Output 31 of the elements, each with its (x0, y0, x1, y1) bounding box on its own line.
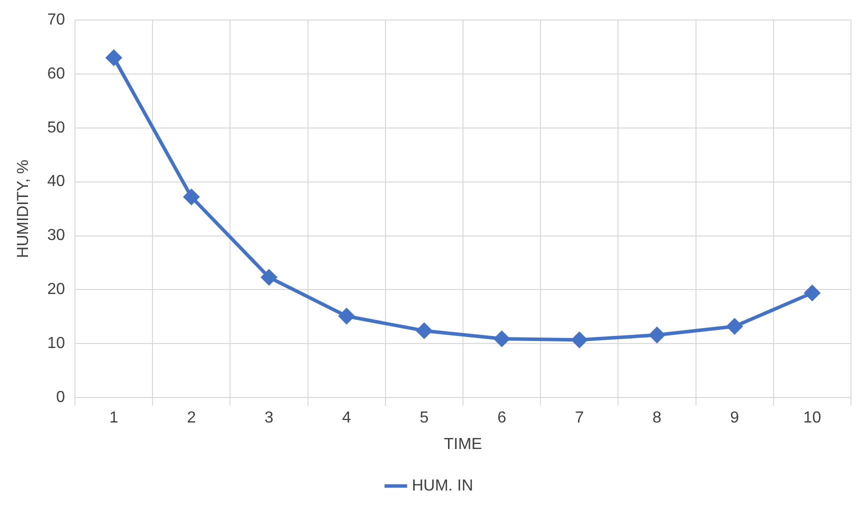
point (726, 318, 742, 334)
y-tick-label: 70 (47, 11, 66, 28)
x-tick-label: 4 (342, 410, 352, 427)
x-tick-label: 2 (186, 410, 196, 427)
y-axis-title: HUMIDITY, % (15, 160, 32, 258)
y-tick-label: 30 (47, 227, 66, 244)
x-axis-title: TIME (444, 436, 482, 453)
point (106, 50, 122, 66)
point (261, 270, 277, 286)
point (416, 322, 432, 338)
point (572, 332, 588, 348)
legend-label: HUM. IN (412, 477, 474, 494)
point (338, 308, 354, 324)
y-tick-label: 20 (47, 281, 66, 298)
x-tick-label: 7 (574, 410, 584, 427)
x-tick-label: 6 (497, 410, 506, 427)
x-tick-label: 5 (420, 410, 429, 427)
x-tick-label: 9 (730, 410, 740, 427)
y-tick-label: 50 (47, 119, 66, 136)
y-tick-label: 40 (47, 173, 66, 190)
y-tick-label: 10 (47, 335, 66, 352)
x-tick-label: 3 (264, 410, 274, 427)
x-tick-label: 8 (652, 410, 662, 427)
y-tick-label: 0 (56, 389, 66, 406)
point (494, 331, 510, 347)
x-tick-label: 10 (803, 410, 822, 427)
x-tick-label: 1 (109, 410, 118, 427)
y-tick-label: 60 (47, 65, 66, 82)
point (184, 189, 200, 205)
point (649, 327, 665, 343)
point (804, 285, 820, 301)
